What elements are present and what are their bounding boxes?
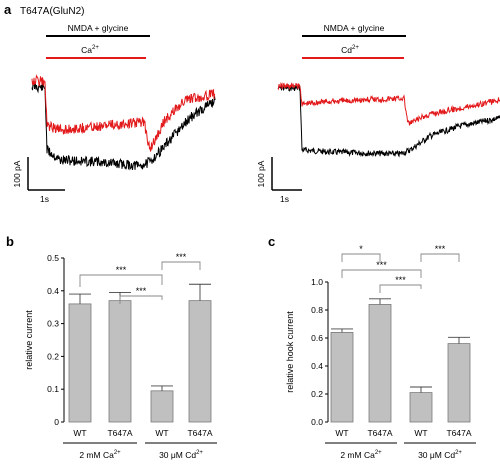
bar bbox=[150, 390, 174, 423]
y-tick-label: 0.1 bbox=[47, 384, 59, 394]
significance-label: *** bbox=[435, 244, 446, 254]
x-tick-label: WT bbox=[155, 428, 168, 438]
y-tick-label: 0.6 bbox=[311, 333, 323, 343]
x-tick-label: WT bbox=[73, 428, 86, 438]
chart-b: 0 0.1 0.2 0.3 0.4 0.5 relative current WT T647A W… bbox=[24, 252, 217, 460]
group-label: 30 μM Cd2+ bbox=[159, 450, 203, 460]
significance-label: *** bbox=[136, 286, 147, 296]
trace-panel-left: NMDA + glycine Ca2+ 100 pA 1s bbox=[12, 23, 216, 204]
significance-bracket bbox=[420, 253, 460, 262]
y-tick-label: 1.0 bbox=[311, 277, 323, 287]
significance-bracket bbox=[341, 269, 422, 278]
significance-bracket bbox=[79, 274, 163, 287]
significance-label: *** bbox=[376, 260, 387, 270]
control-trace-left bbox=[31, 80, 216, 171]
group-label: 2 mM Ca2+ bbox=[340, 450, 382, 460]
x-tick-label: T647A bbox=[187, 428, 212, 438]
bar bbox=[330, 331, 354, 423]
bar bbox=[409, 392, 433, 423]
bar bbox=[68, 303, 92, 423]
y-axis-label: relative current bbox=[24, 310, 34, 370]
significance-bracket bbox=[119, 295, 163, 304]
x-tick-label: T647A bbox=[367, 428, 392, 438]
x-tick-label: T647A bbox=[107, 428, 132, 438]
y-tick-label: 0.4 bbox=[47, 286, 59, 296]
x-tick-label: WT bbox=[335, 428, 348, 438]
y-tick-label: 0.5 bbox=[47, 253, 59, 263]
ca-trace-left bbox=[31, 74, 216, 153]
scale-y-label-right: 100 pA bbox=[256, 160, 266, 187]
significance-label: * bbox=[359, 244, 363, 254]
significance-bracket bbox=[379, 284, 422, 293]
control-trace-right bbox=[277, 83, 500, 158]
panel-letter-c: c bbox=[268, 234, 275, 249]
significance-bracket bbox=[341, 253, 381, 262]
group-label: 2 mM Ca2+ bbox=[79, 450, 121, 460]
y-tick-label: 0.4 bbox=[311, 361, 323, 371]
scale-x-label-left: 1s bbox=[40, 194, 49, 204]
significance-label: *** bbox=[395, 275, 406, 285]
x-tick-label: WT bbox=[414, 428, 427, 438]
y-tick-label: 0.3 bbox=[47, 319, 59, 329]
cd-trace-right bbox=[277, 81, 500, 126]
scale-y-label-left: 100 pA bbox=[12, 160, 22, 187]
y-tick-label: 0.8 bbox=[311, 305, 323, 315]
nmda-label-left: NMDA + glycine bbox=[68, 23, 129, 33]
nmda-label-right: NMDA + glycine bbox=[324, 23, 385, 33]
y-tick-label: 0.2 bbox=[311, 389, 323, 399]
significance-label: *** bbox=[116, 265, 127, 275]
x-tick-label: T647A bbox=[446, 428, 471, 438]
bar bbox=[368, 303, 392, 423]
y-tick-label: 0.0 bbox=[311, 417, 323, 427]
bar bbox=[447, 343, 471, 423]
y-tick-label: 0 bbox=[54, 417, 59, 427]
cd-label-right: Cd2+ bbox=[341, 45, 359, 55]
group-label: 30 μM Cd2+ bbox=[418, 450, 462, 460]
significance-bracket bbox=[161, 261, 201, 270]
chart-c: 0.0 0.2 0.4 0.6 0.8 1.0 relative hook current W… bbox=[285, 244, 476, 460]
significance-label: *** bbox=[176, 252, 187, 262]
bar bbox=[108, 300, 132, 423]
panel-letter-b: b bbox=[6, 234, 14, 249]
ca-label-left: Ca2+ bbox=[81, 45, 99, 55]
scale-x-label-right: 1s bbox=[280, 194, 289, 204]
y-axis-label: relative hook current bbox=[285, 311, 295, 393]
panel-a-title: T647A(GluN2) bbox=[20, 6, 84, 17]
y-tick-label: 0.2 bbox=[47, 351, 59, 361]
panel-letter-a: a bbox=[4, 2, 12, 17]
bar bbox=[188, 300, 212, 423]
trace-panel-right: NMDA + glycine Cd2+ 100 pA 1s bbox=[256, 23, 500, 204]
